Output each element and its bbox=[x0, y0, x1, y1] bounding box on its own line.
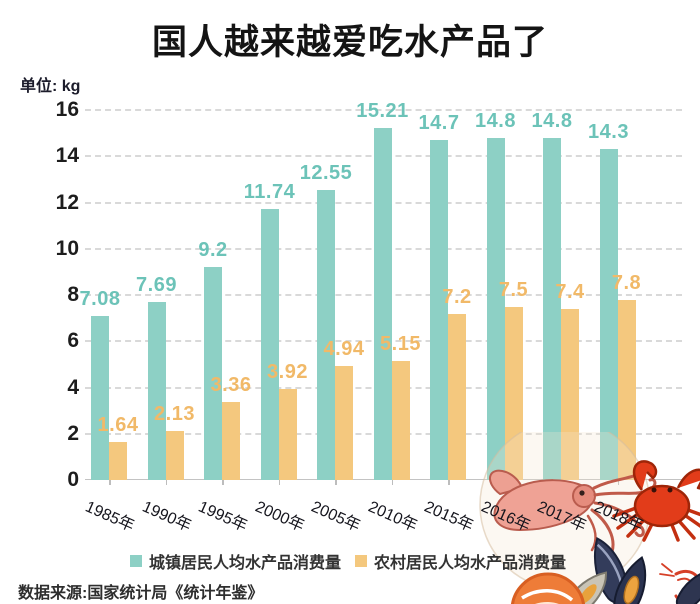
bar-urban bbox=[147, 302, 166, 480]
y-tick-label: 6 bbox=[67, 329, 79, 353]
x-axis-tick bbox=[335, 480, 337, 485]
x-axis-tick bbox=[448, 480, 450, 485]
y-tick-label: 10 bbox=[55, 236, 79, 260]
x-axis-label: 2015年 bbox=[421, 498, 476, 536]
bar-urban bbox=[373, 128, 392, 480]
bar-value-label-urban: 9.2 bbox=[198, 239, 228, 262]
legend-item-rural: 农村居民人均水产品消费量 bbox=[355, 549, 566, 573]
bar-value-label-urban: 11.74 bbox=[243, 180, 296, 203]
y-tick-label: 4 bbox=[67, 375, 79, 399]
shrimp-icon bbox=[659, 563, 700, 603]
x-axis-label: 2000年 bbox=[252, 498, 307, 536]
page-title: 国人越来越爱吃水产品了 bbox=[151, 23, 548, 62]
bar-value-label-rural: 5.15 bbox=[380, 332, 421, 355]
x-axis-label: 1995年 bbox=[195, 498, 250, 536]
bar-rural bbox=[504, 306, 523, 480]
bar-urban bbox=[486, 137, 505, 480]
unit-label: 单位: kg bbox=[20, 78, 81, 95]
bar-value-label-rural: 3.36 bbox=[210, 374, 252, 397]
bar-rural bbox=[335, 365, 353, 480]
bar-urban bbox=[260, 208, 279, 480]
x-axis-label: 1990年 bbox=[139, 498, 194, 536]
data-source-note: 数据来源:国家统计局《统计年鉴》 bbox=[18, 585, 264, 602]
bar-value-label-urban: 14.8 bbox=[475, 109, 516, 132]
legend-item-urban: 城镇居民人均水产品消费量 bbox=[130, 549, 341, 573]
x-axis-tick bbox=[391, 480, 393, 485]
bar-value-label-rural: 7.4 bbox=[555, 280, 585, 303]
y-tick-label: 0 bbox=[67, 468, 79, 491]
mussels-icon bbox=[565, 537, 647, 604]
bar-rural bbox=[109, 442, 127, 480]
bar-value-label-rural: 7.2 bbox=[442, 285, 472, 308]
bar-value-label-urban: 14.8 bbox=[531, 109, 573, 132]
bar-urban bbox=[204, 267, 222, 480]
bar-rural bbox=[391, 360, 410, 480]
x-axis-tick bbox=[617, 480, 619, 485]
bar-urban bbox=[91, 316, 109, 480]
bar-value-label-rural: 4.94 bbox=[323, 337, 365, 360]
bar-value-label-urban: 14.3 bbox=[588, 121, 629, 144]
y-tick-label: 14 bbox=[55, 144, 79, 168]
urban-series-swatch bbox=[130, 555, 142, 567]
bar-urban bbox=[599, 149, 618, 480]
bar-value-label-rural: 1.64 bbox=[97, 414, 139, 437]
bar-value-label-urban: 7.08 bbox=[79, 288, 121, 311]
bar-urban bbox=[430, 140, 448, 480]
bar-rural bbox=[617, 299, 636, 480]
x-axis-label: 2010年 bbox=[365, 498, 420, 536]
gridline bbox=[85, 109, 682, 111]
x-axis-tick bbox=[165, 480, 167, 485]
legend: 城镇居民人均水产品消费量 农村居民人均水产品消费量 bbox=[130, 549, 566, 573]
bar-value-label-urban: 7.69 bbox=[136, 274, 177, 297]
x-axis-tick bbox=[278, 480, 280, 485]
rural-series-label: 农村居民人均水产品消费量 bbox=[374, 555, 567, 572]
bar-value-label-rural: 3.92 bbox=[267, 361, 308, 384]
bar-value-label-urban: 15.21 bbox=[356, 100, 409, 123]
bar-rural bbox=[222, 402, 240, 480]
x-axis-label: 2017年 bbox=[534, 498, 589, 536]
mussel-icon bbox=[675, 568, 700, 604]
x-axis-label: 2016年 bbox=[478, 498, 533, 536]
x-axis-label: 2018年 bbox=[591, 498, 646, 536]
bar-value-label-rural: 7.5 bbox=[498, 278, 529, 301]
x-axis-label: 2005年 bbox=[308, 498, 363, 536]
bar-urban bbox=[317, 189, 335, 480]
urban-series-label: 城镇居民人均水产品消费量 bbox=[149, 555, 342, 572]
y-tick-label: 8 bbox=[67, 283, 79, 306]
salmon-slice-icon bbox=[510, 572, 586, 604]
y-tick-label: 12 bbox=[55, 190, 79, 214]
x-axis-tick bbox=[109, 480, 111, 485]
bar-rural bbox=[278, 389, 297, 480]
rural-series-swatch bbox=[355, 555, 368, 567]
bar-value-label-urban: 12.55 bbox=[299, 161, 353, 184]
bar-rural bbox=[448, 313, 466, 480]
x-axis-tick bbox=[222, 480, 224, 485]
bar-rural bbox=[165, 430, 184, 480]
x-axis-label: 1985年 bbox=[82, 498, 137, 536]
bar-value-label-urban: 14.7 bbox=[418, 112, 460, 135]
bar-urban bbox=[543, 137, 561, 480]
bar-value-label-rural: 7.8 bbox=[611, 271, 642, 294]
bar-rural bbox=[561, 308, 579, 480]
x-axis-tick bbox=[561, 480, 563, 485]
bar-value-label-rural: 2.13 bbox=[154, 402, 195, 425]
x-axis-tick bbox=[504, 480, 506, 485]
y-tick-label: 2 bbox=[67, 421, 79, 445]
y-tick-label: 16 bbox=[55, 98, 79, 121]
